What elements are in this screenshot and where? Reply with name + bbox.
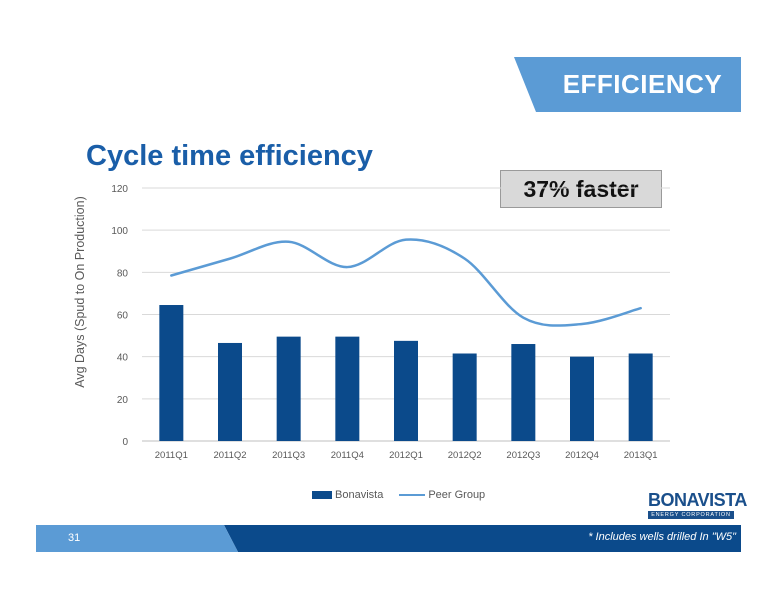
bar-bonavista-2011Q1 bbox=[159, 305, 184, 441]
y-tick-label: 60 bbox=[117, 311, 129, 322]
bar-bonavista-2011Q2 bbox=[218, 342, 242, 441]
footer-dark-band bbox=[224, 525, 741, 552]
x-tick-label: 2011Q2 bbox=[213, 450, 246, 461]
y-tick-label: 20 bbox=[117, 395, 129, 406]
bar-bonavista-2012Q3 bbox=[511, 344, 536, 441]
legend-swatch-peer-group bbox=[399, 494, 426, 496]
x-tick-label: 2011Q3 bbox=[272, 450, 305, 461]
bar-bonavista-2013Q1 bbox=[628, 353, 653, 441]
banner-polygon bbox=[514, 57, 741, 112]
y-tick-label: 100 bbox=[111, 226, 128, 237]
x-tick-label: 2013Q1 bbox=[624, 450, 658, 461]
company-logo: BONAVISTA ENERGY CORPORATION bbox=[648, 490, 747, 519]
logo-subtitle: ENERGY CORPORATION bbox=[648, 511, 734, 519]
slide-title: Cycle time efficiency bbox=[86, 140, 373, 172]
x-tick-label: 2011Q1 bbox=[155, 450, 188, 461]
callout-box: 37% faster bbox=[500, 170, 662, 208]
section-banner-shape bbox=[514, 57, 741, 112]
legend-label-bonavista: Bonavista bbox=[335, 489, 384, 501]
section-banner: EFFICIENCY bbox=[514, 57, 741, 112]
footnote: * Includes wells drilled In "W5" bbox=[588, 531, 736, 543]
bar-bonavista-2011Q3 bbox=[276, 336, 301, 441]
legend: Bonavista Peer Group bbox=[312, 489, 485, 501]
x-tick-label: 2012Q4 bbox=[565, 450, 599, 461]
footer-light-band bbox=[36, 525, 238, 552]
y-tick-label: 40 bbox=[117, 353, 129, 364]
y-tick-label: 80 bbox=[117, 268, 129, 279]
page-number: 31 bbox=[68, 532, 81, 544]
legend-label-peer-group: Peer Group bbox=[428, 489, 486, 501]
logo-name: BONAVISTA bbox=[648, 490, 747, 510]
x-tick-label: 2011Q4 bbox=[331, 450, 364, 461]
y-tick-label: 0 bbox=[122, 437, 128, 448]
tick-layer: 0 20 40 60 80 100 120 2011Q1 2011Q2 2011Q3 2011Q4 2… bbox=[111, 184, 657, 461]
bar-bonavista-2012Q2 bbox=[452, 353, 477, 441]
section-label: EFFICIENCY bbox=[562, 69, 723, 99]
line-layer bbox=[170, 238, 642, 327]
series-line-peer-group bbox=[170, 238, 642, 327]
bar-bonavista-2012Q4 bbox=[570, 356, 594, 441]
bar-bonavista-2011Q4 bbox=[335, 336, 360, 441]
legend-swatch-bonavista bbox=[312, 491, 332, 499]
bar-layer bbox=[159, 305, 653, 441]
x-tick-label: 2012Q3 bbox=[506, 450, 540, 461]
x-tick-label: 2012Q2 bbox=[448, 450, 482, 461]
y-tick-label: 120 bbox=[111, 184, 128, 195]
bar-bonavista-2012Q1 bbox=[394, 340, 418, 441]
x-tick-label: 2012Q1 bbox=[389, 450, 423, 461]
